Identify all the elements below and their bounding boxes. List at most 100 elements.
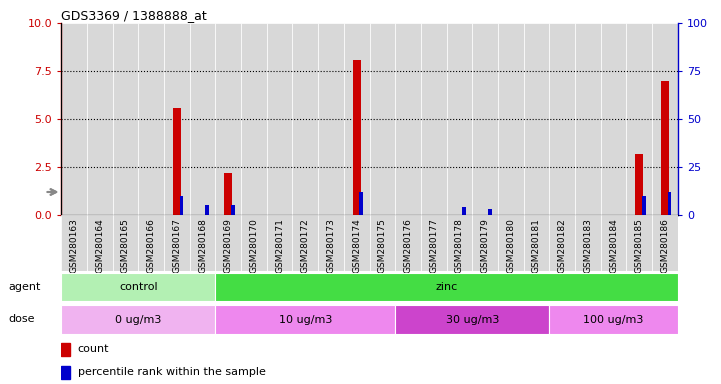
- Text: GSM280173: GSM280173: [327, 218, 335, 273]
- Bar: [267, 215, 293, 271]
- Bar: [661, 81, 669, 215]
- Text: GSM280163: GSM280163: [70, 218, 79, 273]
- Bar: [635, 154, 643, 215]
- Text: GSM280171: GSM280171: [275, 218, 284, 273]
- Bar: [293, 215, 318, 271]
- Bar: [61, 343, 71, 356]
- Bar: [112, 215, 138, 271]
- Bar: [164, 215, 190, 271]
- Text: GSM280164: GSM280164: [95, 218, 105, 273]
- Bar: [359, 192, 363, 215]
- Text: GSM280169: GSM280169: [224, 218, 233, 273]
- Bar: [353, 60, 360, 215]
- Bar: [652, 215, 678, 271]
- Bar: [549, 305, 678, 334]
- Text: GSM280180: GSM280180: [506, 218, 516, 273]
- Text: GSM280172: GSM280172: [301, 218, 310, 273]
- Text: GSM280185: GSM280185: [634, 218, 644, 273]
- Bar: [472, 215, 498, 271]
- Bar: [627, 23, 652, 215]
- Bar: [87, 23, 112, 215]
- Bar: [421, 23, 446, 215]
- Bar: [138, 215, 164, 271]
- Bar: [180, 196, 183, 215]
- Bar: [575, 23, 601, 215]
- Text: 30 ug/m3: 30 ug/m3: [446, 314, 499, 325]
- Text: GSM280167: GSM280167: [172, 218, 182, 273]
- Bar: [87, 215, 112, 271]
- Text: GSM280177: GSM280177: [429, 218, 438, 273]
- Bar: [462, 207, 466, 215]
- Bar: [138, 23, 164, 215]
- Bar: [293, 23, 318, 215]
- Text: GSM280186: GSM280186: [660, 218, 669, 273]
- Bar: [575, 215, 601, 271]
- Bar: [395, 215, 421, 271]
- Bar: [224, 173, 232, 215]
- Text: GSM280165: GSM280165: [121, 218, 130, 273]
- Text: GSM280184: GSM280184: [609, 218, 618, 273]
- Bar: [344, 215, 370, 271]
- Bar: [370, 23, 395, 215]
- Bar: [446, 215, 472, 271]
- Bar: [241, 23, 267, 215]
- Text: zinc: zinc: [435, 282, 458, 292]
- Bar: [216, 305, 395, 334]
- Bar: [216, 215, 241, 271]
- Text: GSM280175: GSM280175: [378, 218, 387, 273]
- Bar: [421, 215, 446, 271]
- Bar: [472, 23, 498, 215]
- Bar: [523, 215, 549, 271]
- Bar: [652, 23, 678, 215]
- Bar: [190, 23, 216, 215]
- Text: 10 ug/m3: 10 ug/m3: [278, 314, 332, 325]
- Bar: [523, 23, 549, 215]
- Bar: [601, 215, 627, 271]
- Bar: [318, 215, 344, 271]
- Bar: [642, 196, 646, 215]
- Bar: [112, 23, 138, 215]
- Bar: [668, 192, 671, 215]
- Text: GSM280166: GSM280166: [146, 218, 156, 273]
- Bar: [601, 23, 627, 215]
- Bar: [61, 215, 87, 271]
- Bar: [164, 23, 190, 215]
- Bar: [61, 273, 216, 301]
- Text: GSM280183: GSM280183: [583, 218, 593, 273]
- Bar: [61, 305, 216, 334]
- Bar: [395, 305, 549, 334]
- Bar: [231, 205, 235, 215]
- Bar: [216, 23, 241, 215]
- Bar: [318, 23, 344, 215]
- Bar: [190, 215, 216, 271]
- Text: GSM280181: GSM280181: [532, 218, 541, 273]
- Bar: [498, 215, 523, 271]
- Text: GSM280176: GSM280176: [404, 218, 412, 273]
- Text: control: control: [119, 282, 158, 292]
- Text: GSM280168: GSM280168: [198, 218, 207, 273]
- Bar: [627, 215, 652, 271]
- Bar: [549, 23, 575, 215]
- Bar: [549, 215, 575, 271]
- Bar: [267, 23, 293, 215]
- Bar: [344, 23, 370, 215]
- Bar: [370, 215, 395, 271]
- Text: GSM280182: GSM280182: [557, 218, 567, 273]
- Text: 0 ug/m3: 0 ug/m3: [115, 314, 162, 325]
- Text: agent: agent: [9, 282, 41, 292]
- Text: GSM280174: GSM280174: [352, 218, 361, 273]
- Bar: [61, 366, 71, 379]
- Text: count: count: [78, 344, 109, 354]
- Text: 100 ug/m3: 100 ug/m3: [583, 314, 644, 325]
- Bar: [395, 23, 421, 215]
- Text: percentile rank within the sample: percentile rank within the sample: [78, 367, 265, 377]
- Bar: [173, 108, 181, 215]
- Text: GSM280179: GSM280179: [481, 218, 490, 273]
- Text: dose: dose: [9, 314, 35, 324]
- Bar: [488, 209, 492, 215]
- Bar: [61, 23, 87, 215]
- Bar: [216, 273, 678, 301]
- Text: GSM280178: GSM280178: [455, 218, 464, 273]
- Bar: [498, 23, 523, 215]
- Bar: [446, 23, 472, 215]
